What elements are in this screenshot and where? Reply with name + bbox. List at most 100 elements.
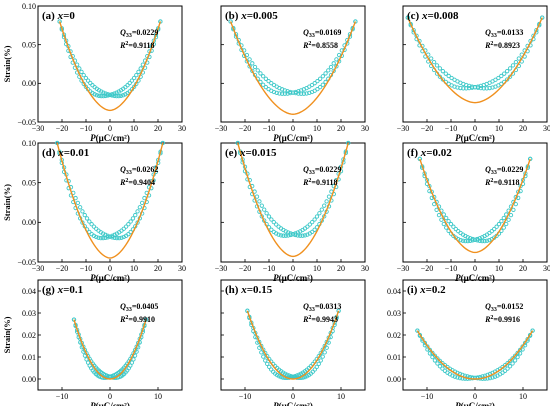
data-point	[510, 63, 516, 68]
data-point	[288, 232, 293, 238]
data-point	[84, 216, 90, 221]
data-point	[415, 328, 420, 333]
x-tick-label: −10	[445, 264, 458, 273]
data-point	[468, 236, 473, 241]
panel-label: (c) x=0.008	[407, 10, 459, 22]
data-point	[278, 233, 284, 238]
panel-e: −30 −20 −10 0 10 20 30 P(μC/cm²) (e) x=0.015 Q33=…	[215, 140, 369, 283]
data-point	[130, 216, 136, 221]
data-point	[100, 235, 106, 241]
data-point	[307, 90, 312, 96]
q33-annotation: Q33=0.0313	[303, 302, 341, 313]
x-tick-label: 30	[361, 264, 369, 273]
data-point	[446, 73, 451, 79]
x-tick-label: −20	[421, 124, 434, 133]
data-point	[481, 86, 486, 91]
data-point	[515, 354, 520, 360]
data-point	[470, 236, 475, 242]
data-point	[138, 66, 143, 71]
y-tick-label: −0.05	[17, 258, 36, 267]
data-point	[88, 80, 93, 86]
data-point	[431, 59, 437, 65]
data-point	[91, 224, 97, 229]
x-tick-label: 0	[291, 124, 295, 133]
data-point	[286, 373, 292, 378]
data-point	[435, 361, 440, 366]
data-point	[470, 238, 475, 243]
y-tick-label: −0.05	[17, 118, 36, 127]
q33-annotation: Q33=0.0262	[120, 165, 158, 176]
x-axis-label: P(μC/cm²)	[455, 133, 495, 143]
data-point	[298, 233, 303, 238]
y-tick-label: 0.05	[22, 40, 36, 49]
panel-label: (f) x=0.02	[407, 147, 452, 159]
data-point	[435, 356, 440, 361]
data-point	[267, 364, 272, 370]
x-tick-label: 0	[473, 264, 477, 273]
data-point	[302, 233, 308, 238]
x-axis-label: P(μC/cm²)	[90, 273, 130, 283]
data-point	[82, 212, 87, 218]
data-point	[96, 235, 101, 240]
data-point	[90, 83, 95, 88]
panel-c: −30 −20 −10 0 10 20 30 P(μC/cm²) (c) x=0.008 Q33=…	[397, 5, 550, 143]
fit-curve	[237, 142, 349, 258]
data-point	[296, 91, 301, 96]
data-point	[493, 77, 498, 82]
data-point	[78, 205, 83, 210]
data-point	[83, 75, 89, 81]
panel-label: (i) x=0.2	[407, 284, 446, 296]
data-point	[254, 194, 260, 199]
fit-curve	[58, 21, 162, 112]
y-tick-label: 0.10	[22, 139, 36, 148]
r2-annotation: R2=0.9118	[484, 178, 519, 187]
data-point	[507, 66, 513, 71]
data-point	[458, 237, 463, 243]
data-point	[465, 238, 470, 244]
y-tick-label: 0.00	[387, 375, 401, 384]
panel-label: (g) x=0.1	[42, 284, 83, 296]
data-point	[463, 238, 468, 244]
x-tick-label: −20	[239, 264, 252, 273]
q33-annotation: Q33=0.0169	[303, 28, 341, 39]
y-tick-label: 0.02	[387, 331, 401, 340]
x-tick-label: 0	[108, 392, 112, 401]
data-point	[136, 69, 141, 75]
data-point	[502, 71, 507, 76]
data-point	[312, 81, 317, 86]
data-point	[259, 203, 264, 208]
x-tick-label: 30	[178, 124, 186, 133]
data-point	[131, 357, 136, 362]
data-point	[443, 71, 448, 76]
x-tick-label: −10	[239, 392, 252, 401]
y-tick-label: 0.00	[22, 218, 36, 227]
data-point	[496, 75, 501, 81]
x-tick-label: −30	[215, 264, 228, 273]
data-point	[274, 222, 279, 227]
data-point	[301, 91, 307, 96]
data-point	[128, 219, 133, 224]
data-point	[83, 84, 89, 89]
axes-frame	[402, 279, 548, 391]
panel-f: −30 −20 −10 0 10 20 30 P(μC/cm²) (f) x=0.02 Q33=0…	[397, 142, 550, 283]
data-point	[300, 233, 305, 238]
fit-curve	[416, 330, 534, 380]
data-point	[477, 236, 482, 241]
axes-frame	[220, 5, 366, 123]
x-tick-label: 20	[519, 264, 527, 273]
data-point	[269, 227, 274, 232]
data-point	[121, 234, 126, 240]
data-point	[302, 374, 308, 380]
data-point	[437, 358, 443, 364]
x-tick-label: −20	[56, 264, 69, 273]
data-point	[515, 350, 520, 356]
data-point	[87, 219, 92, 224]
x-tick-label: −20	[421, 264, 434, 273]
data-point	[105, 235, 110, 240]
data-point	[314, 364, 319, 370]
data-point	[81, 72, 86, 78]
data-point	[264, 211, 269, 216]
data-point	[105, 92, 110, 97]
data-point	[324, 199, 329, 204]
data-point	[101, 90, 106, 95]
